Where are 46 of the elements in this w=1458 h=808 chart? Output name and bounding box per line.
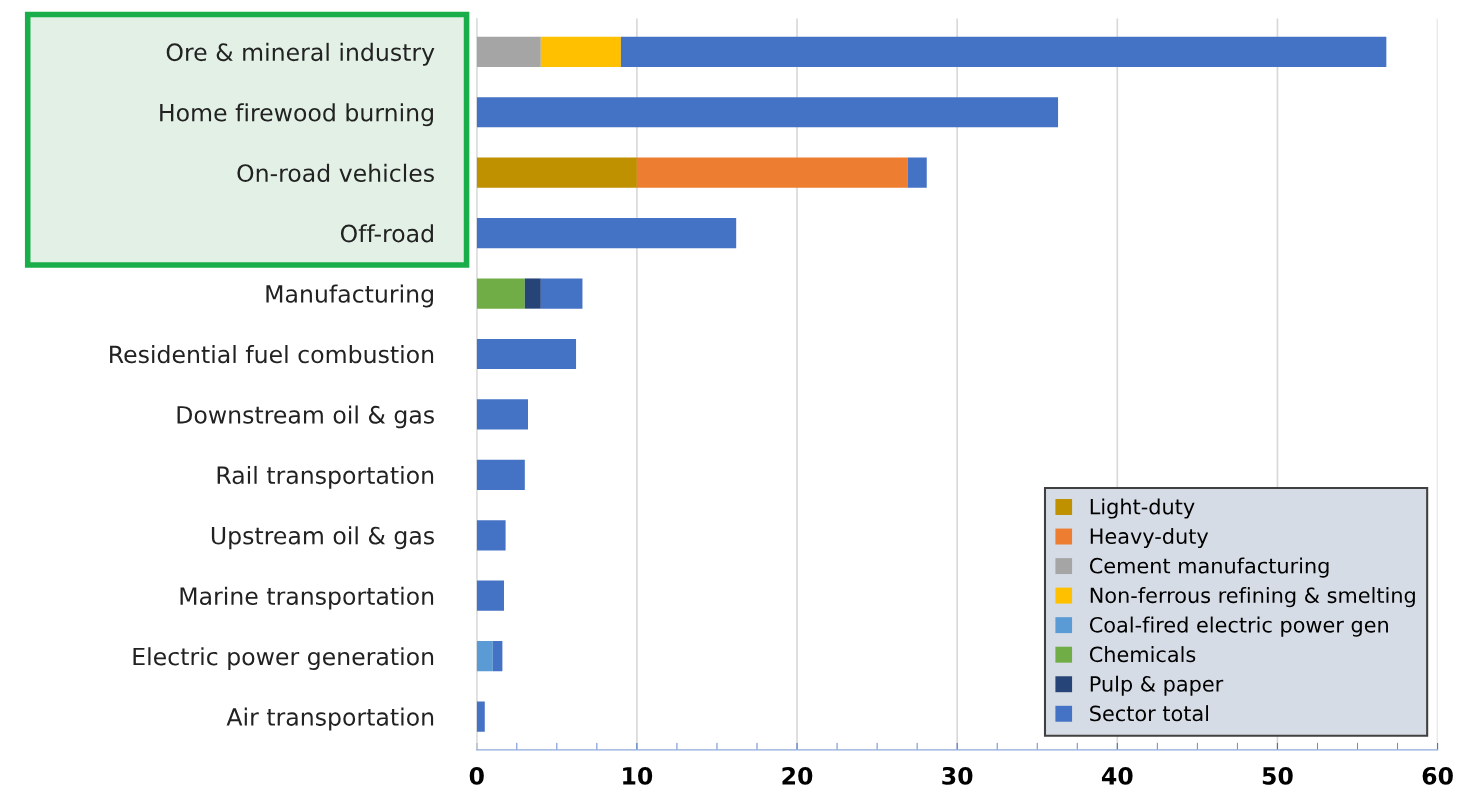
y-tick-label: Marine transportation [180, 586, 434, 610]
bar [476, 399, 529, 430]
legend-label: Coal-fired electric power gen [1089, 616, 1388, 637]
bar [476, 97, 1059, 128]
legend-label: Heavy-duty [1090, 527, 1209, 549]
y-tick-label: Home firewood burning [160, 103, 433, 127]
x-tick-label: 10 [623, 766, 653, 785]
legend-label: Pulp & paper [1090, 675, 1224, 696]
y-tick-label: Residential fuel combustion [110, 345, 434, 364]
x-tick-label: 40 [1101, 766, 1133, 785]
x-tick-label: 50 [1262, 766, 1293, 785]
bar [636, 157, 908, 188]
y-tick-label: On-road vehicles [237, 163, 434, 182]
x-tick-label: 20 [782, 766, 813, 785]
legend-label: Light-duty [1090, 498, 1195, 519]
bar [476, 157, 637, 188]
bar [476, 459, 525, 490]
bar [540, 278, 583, 309]
y-tick-label: Ore & mineral industry [166, 42, 435, 66]
y-tick-label: Off-road [340, 224, 433, 243]
legend-label: Sector total [1090, 705, 1209, 722]
y-tick-label: Air transportation [226, 707, 434, 731]
legend-label: Chemicals [1089, 646, 1196, 663]
bar [524, 278, 541, 309]
y-tick-label: Electric power generation [133, 647, 434, 671]
bar [540, 36, 621, 67]
bar [620, 36, 1387, 67]
y-tick-label: Upstream oil & gas [211, 526, 434, 550]
bar [476, 580, 504, 611]
bar [476, 641, 493, 672]
bar [476, 218, 737, 249]
bar [476, 36, 541, 67]
y-tick-label: Rail transportation [217, 465, 434, 489]
y-tick-label: Manufacturing [266, 284, 433, 308]
y-tick-label: Downstream oil & gas [177, 405, 434, 429]
legend-label: Non-ferrous refining & smelting [1090, 587, 1415, 608]
x-tick-label: 30 [942, 766, 973, 785]
bar [492, 641, 503, 672]
x-tick-label: 60 [1422, 766, 1453, 785]
bar [476, 520, 506, 551]
bar [476, 338, 577, 370]
legend-label: Cement manufacturing [1089, 557, 1329, 578]
x-tick-label: 0 [469, 766, 484, 785]
bar [907, 157, 927, 188]
bar [476, 278, 525, 309]
bar [476, 701, 485, 732]
